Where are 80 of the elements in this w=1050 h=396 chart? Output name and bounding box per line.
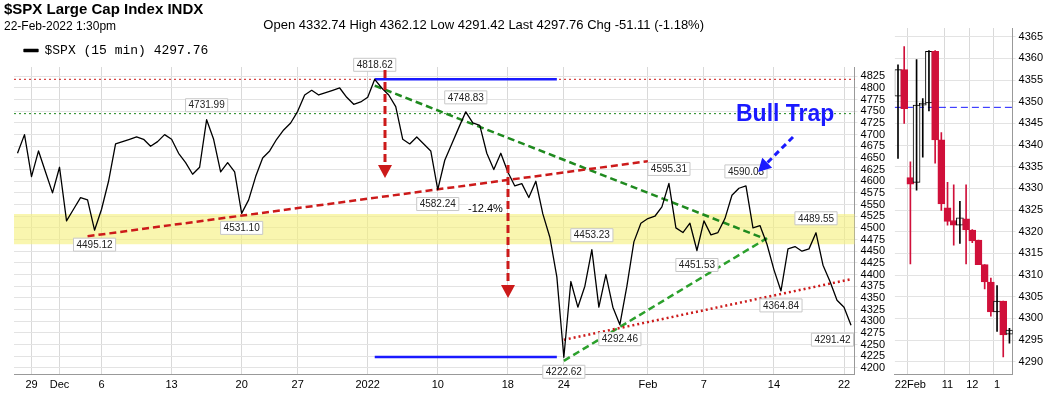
chart-subtitle: 22-Feb-2022 1:30pm [4, 19, 117, 33]
y-tick-label: 4675 [860, 139, 886, 152]
x-tick-label: 27 [291, 378, 304, 391]
x-tick-label: 22Feb [894, 378, 926, 391]
y-tick-label: 4325 [1018, 203, 1044, 216]
y-tick-label: 4365 [1018, 29, 1044, 42]
y-tick-label: 4355 [1018, 73, 1044, 86]
y-tick-label: 4340 [1018, 138, 1044, 151]
annotation: Bull Trap [736, 100, 835, 127]
x-tick-label: 18 [501, 378, 514, 391]
annotation: -12.4% [468, 202, 503, 214]
y-tick-label: 4250 [860, 337, 886, 350]
y-tick-label: 4350 [860, 290, 886, 303]
y-tick-label: 4200 [860, 360, 886, 373]
y-tick-label: 4400 [860, 267, 886, 280]
data-label: 4291.42 [814, 333, 851, 345]
y-tick-label: 4300 [1018, 311, 1044, 324]
text: Open 4332.74 High 4362.12 Low 4291.42 Last 4297.76 Chg -51.11 (-1.18%) [263, 17, 704, 32]
x-tick-label: 13 [165, 378, 178, 391]
y-tick-label: 4525 [860, 209, 886, 222]
data-label: 4495.12 [76, 238, 114, 250]
y-tick-label: 4500 [860, 220, 886, 233]
y-tick-label: 4625 [860, 162, 886, 175]
y-tick-label: 4800 [860, 81, 886, 94]
y-tick-label: 4300 [860, 314, 886, 327]
y-tick-label: 4650 [860, 150, 886, 163]
y-tick-label: 4575 [860, 185, 886, 198]
x-tick-label: 10 [431, 378, 444, 391]
y-tick-label: 4775 [860, 92, 886, 105]
y-tick-label: 4600 [860, 174, 886, 187]
x-tick-label: 7 [700, 378, 707, 391]
y-tick-label: 4350 [1018, 94, 1044, 107]
y-tick-label: 4290 [1018, 354, 1044, 367]
x-tick-label: 29 [25, 378, 38, 391]
y-tick-label: 4475 [860, 232, 886, 245]
x-tick-label: 1 [993, 378, 1001, 391]
y-tick-label: 4345 [1018, 116, 1044, 129]
y-tick-label: 4375 [860, 279, 886, 292]
data-label: 4222.62 [545, 366, 583, 378]
y-tick-label: 4725 [860, 115, 886, 128]
data-label: 4453.23 [573, 229, 611, 241]
y-tick-label: 4335 [1018, 159, 1044, 172]
y-tick-label: 4700 [860, 127, 886, 140]
y-tick-label: 4750 [860, 104, 886, 117]
y-tick-label: 4305 [1018, 289, 1044, 302]
data-label: 4489.55 [797, 212, 835, 224]
y-tick-label: 4450 [860, 244, 886, 257]
x-tick-label: 24 [557, 378, 570, 391]
data-label: 4731.99 [188, 99, 226, 111]
data-label: 4582.24 [419, 198, 457, 210]
data-label: 4531.10 [223, 222, 261, 234]
y-tick-label: 4325 [860, 302, 886, 315]
x-tick-label: 6 [98, 378, 105, 391]
y-tick-label: 4320 [1018, 224, 1044, 237]
x-tick-label: Feb [638, 378, 658, 391]
y-tick-label: 4550 [860, 197, 886, 210]
x-tick-label: 2022 [355, 378, 380, 391]
x-tick-label: 12 [966, 378, 979, 391]
y-tick-label: 4310 [1018, 268, 1044, 281]
y-tick-label: 4295 [1018, 333, 1044, 346]
x-tick-label: Dec [49, 378, 70, 391]
data-label: 4595.31 [650, 163, 688, 175]
x-tick-label: 14 [767, 378, 781, 391]
data-label: 4292.46 [601, 333, 639, 345]
y-tick-label: 4360 [1018, 51, 1044, 64]
y-tick-label: 4225 [860, 349, 886, 362]
x-tick-label: 22 [837, 378, 851, 391]
y-tick-label: 4825 [860, 69, 886, 82]
x-tick-label: 11 [941, 378, 954, 391]
y-tick-label: 4425 [860, 255, 886, 268]
data-label: 4364.84 [762, 299, 800, 311]
chart-title: $SPX Large Cap Index INDX [4, 0, 204, 17]
legend-label: $SPX (15 min) 4297.76 [44, 42, 209, 58]
data-label: 4818.62 [356, 59, 394, 71]
y-tick-label: 4275 [860, 325, 886, 338]
data-label: 4748.83 [447, 91, 485, 103]
y-tick-label: 4330 [1018, 181, 1044, 194]
data-label: 4451.53 [678, 259, 716, 271]
x-tick-label: 20 [235, 378, 248, 391]
y-tick-label: 4315 [1018, 246, 1044, 259]
